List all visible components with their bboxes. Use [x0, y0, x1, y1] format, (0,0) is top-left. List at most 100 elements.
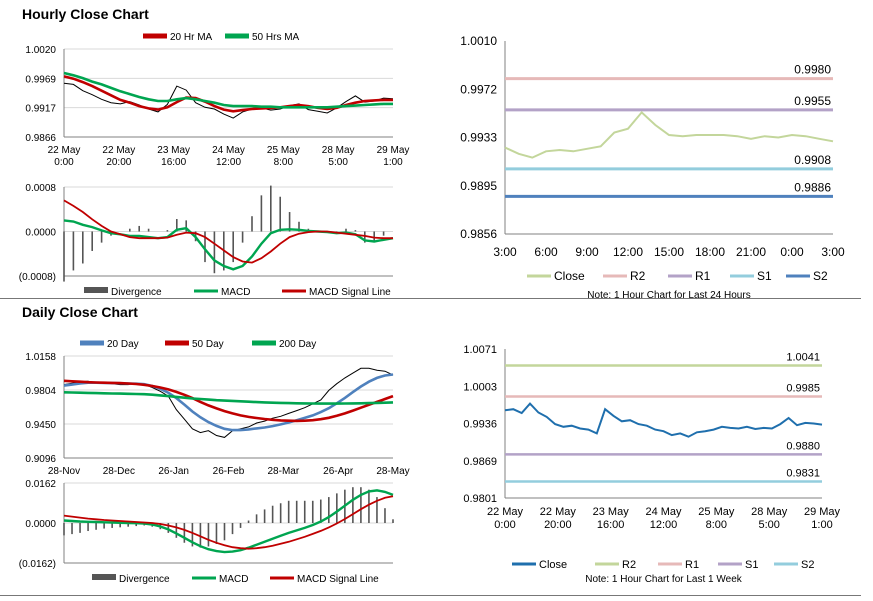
hourly-levels-xtick-label: 15:00	[654, 245, 684, 259]
daily-price-ma50-line	[63, 379, 394, 423]
hourly-levels-xtick-label: 12:00	[613, 245, 643, 259]
hourly-price-xtick-line: 22 May	[48, 145, 81, 156]
hourly-price-xtick-label: 29 May 1:00	[377, 145, 410, 168]
hourly-price-ma50-line	[63, 71, 393, 109]
hourly-macd-signal-line	[63, 199, 393, 264]
daily-levels-xtick-line: 12:00	[650, 519, 678, 531]
hourly-levels-close-line	[504, 110, 834, 159]
hourly-price-xtick-line: 25 May	[267, 145, 300, 156]
hourly-levels-ytick-label: 1.0010	[460, 34, 497, 48]
daily-price-xtick-label: 28-Dec	[103, 466, 135, 477]
hourly-levels-xtick-line: 3:00	[821, 245, 845, 259]
daily-levels-xtick-label: 29 May 1:00	[804, 506, 841, 531]
hourly-price-ytick-label: 0.9969	[25, 74, 56, 85]
hourly-macd-legend-label: Divergence	[111, 287, 162, 298]
daily-macd-ytick-label: 0.0162	[25, 479, 56, 490]
hourly-levels-xtick-line: 18:00	[695, 245, 725, 259]
daily-levels-xtick-label: 28 May 5:00	[751, 506, 788, 531]
daily-price-ytick-label: 0.9450	[25, 420, 56, 431]
daily-levels-ytick-label: 1.0071	[463, 344, 497, 356]
daily-section-title: Daily Close Chart	[22, 304, 138, 320]
daily-macd-ytick-label: (0.0162)	[19, 559, 56, 570]
hourly-levels-legend-label: S2	[813, 269, 828, 283]
daily-levels-ytick-label: 0.9936	[463, 419, 497, 431]
hourly-price-xtick-line: 20:00	[106, 157, 131, 168]
daily-price-xtick-line: 26-Feb	[213, 466, 245, 477]
hourly-price-xtick-label: 22 May 20:00	[102, 145, 135, 168]
daily-levels-ytick-label: 0.9869	[463, 456, 497, 468]
hourly-price-xtick-line: 12:00	[216, 157, 241, 168]
hourly-price-xtick-line: 8:00	[274, 157, 294, 168]
daily-levels-xtick-label: 25 May 8:00	[698, 506, 735, 531]
hourly-levels-xtick-line: 12:00	[613, 245, 643, 259]
hourly-levels-xtick-label: 9:00	[575, 245, 599, 259]
daily-price-xtick-label: 26-Apr	[323, 466, 354, 477]
hourly-levels-xtick-line: 3:00	[493, 245, 517, 259]
daily-price-legend-label: 20 Day	[107, 339, 139, 350]
daily-macd-legend-label: Divergence	[119, 574, 170, 585]
daily-price-legend-label: 50 Day	[192, 339, 224, 350]
hourly-levels-level-s2-label: 0.9886	[794, 180, 831, 194]
daily-levels-ytick-label: 1.0003	[463, 381, 497, 393]
hourly-macd-legend-label: MACD	[221, 287, 250, 298]
daily-price-ytick-label: 1.0158	[25, 352, 56, 363]
daily-levels-close-line	[504, 402, 823, 438]
daily-macd-legend-label: MACD	[219, 574, 248, 585]
hourly-price-ytick-label: 1.0020	[25, 45, 56, 56]
hourly-macd-ytick-label: 0.0000	[25, 228, 56, 239]
daily-macd-ytick-label: 0.0000	[25, 519, 56, 530]
daily-levels-xtick-line: 22 May	[487, 506, 524, 518]
hourly-levels-xtick-label: 0:00	[780, 245, 804, 259]
hourly-levels-xtick-label: 3:00	[493, 245, 517, 259]
hourly-price-xtick-line: 16:00	[161, 157, 186, 168]
hourly-macd-legend-label: MACD Signal Line	[309, 287, 391, 298]
hourly-levels-xtick-line: 9:00	[575, 245, 599, 259]
hourly-price-xtick-line: 29 May	[377, 145, 410, 156]
daily-levels-legend-label: R1	[685, 559, 699, 571]
hourly-section-title: Hourly Close Chart	[22, 6, 149, 22]
daily-levels-level-s2-label: 0.9831	[786, 467, 820, 479]
daily-levels-note: Note: 1 Hour Chart for Last 1 Week	[585, 574, 743, 585]
daily-levels-xtick-label: 22 May 20:00	[540, 506, 577, 531]
daily-levels-legend-label: R2	[622, 559, 636, 571]
daily-price-ytick-label: 0.9096	[25, 454, 56, 465]
daily-levels-xtick-label: 23 May 16:00	[593, 506, 630, 531]
daily-levels-xtick-line: 28 May	[751, 506, 788, 518]
hourly-price-xtick-line: 22 May	[102, 145, 135, 156]
hourly-price-xtick-label: 28 May 5:00	[322, 145, 355, 168]
daily-price-ytick-label: 0.9804	[25, 386, 56, 397]
daily-price-xtick-line: 28-May	[376, 466, 409, 477]
hourly-levels-xtick-line: 15:00	[654, 245, 684, 259]
daily-macd-signal-line	[63, 495, 394, 550]
hourly-price-xtick-line: 1:00	[383, 157, 403, 168]
daily-price-xtick-line: 26-Jan	[158, 466, 189, 477]
daily-price-xtick-label: 26-Jan	[158, 466, 189, 477]
daily-macd-macd-line	[63, 489, 394, 554]
daily-levels-xtick-line: 5:00	[758, 519, 779, 531]
daily-levels-xtick-label: 22 May 0:00	[487, 506, 524, 531]
daily-price-xtick-label: 28-Mar	[267, 466, 299, 477]
hourly-levels-level-r2-label: 0.9980	[794, 63, 831, 77]
daily-levels-ytick-label: 0.9801	[463, 493, 497, 505]
daily-levels-xtick-line: 1:00	[811, 519, 832, 531]
hourly-price-ytick-label: 0.9917	[25, 104, 56, 115]
daily-levels-xtick-line: 16:00	[597, 519, 625, 531]
hourly-price-xtick-line: 5:00	[328, 157, 348, 168]
daily-price-xtick-label: 26-Feb	[213, 466, 245, 477]
hourly-levels-legend-label: R2	[630, 269, 646, 283]
hourly-levels-level-s1-label: 0.9908	[794, 153, 831, 167]
daily-levels-xtick-line: 22 May	[540, 506, 577, 518]
hourly-price-xtick-line: 24 May	[212, 145, 245, 156]
daily-levels-xtick-line: 23 May	[593, 506, 630, 518]
hourly-price-xtick-line: 23 May	[157, 145, 190, 156]
hourly-levels-ytick-label: 0.9895	[460, 179, 497, 193]
daily-price-xtick-line: 28-Mar	[267, 466, 299, 477]
daily-price-xtick-line: 28-Nov	[48, 466, 80, 477]
hourly-levels-ytick-label: 0.9856	[460, 227, 497, 241]
daily-levels-legend-label: Close	[539, 559, 567, 571]
daily-levels-level-r2-label: 1.0041	[786, 352, 820, 364]
